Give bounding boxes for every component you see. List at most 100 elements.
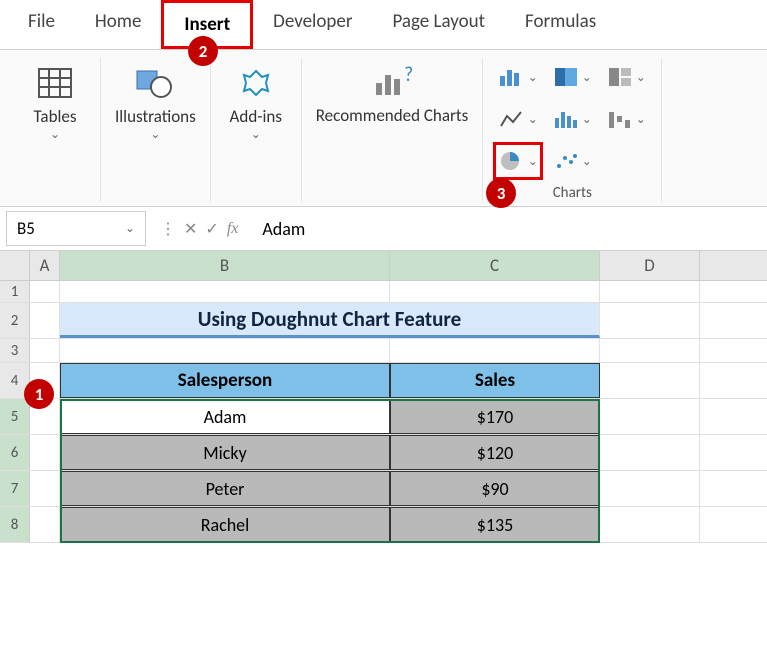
- column-headers: A B C D: [0, 251, 767, 281]
- tables-label: Tables: [33, 106, 76, 127]
- cell-D2[interactable]: [600, 303, 700, 338]
- name-box-value: B5: [17, 218, 35, 239]
- addins-label: Add-ins: [230, 106, 282, 127]
- waterfall-chart-button[interactable]: ⌄: [601, 100, 651, 138]
- recommended-charts-label: Recommended Charts: [316, 106, 469, 126]
- cell-D6[interactable]: [600, 435, 700, 470]
- map-chart-button[interactable]: ⌄: [547, 58, 597, 96]
- row-header-3[interactable]: 3: [0, 339, 30, 362]
- cell-B7[interactable]: Peter: [60, 471, 390, 506]
- statistic-chart-button[interactable]: ⌄: [547, 100, 597, 138]
- row-header-5[interactable]: 5: [0, 399, 30, 434]
- cell-B3[interactable]: [60, 339, 390, 362]
- charts-spacer: [601, 142, 651, 180]
- step-badge-2: 2: [188, 36, 218, 66]
- col-header-C[interactable]: C: [390, 251, 600, 280]
- formula-bar-icons: ⋮ ✕ ✓ fx: [160, 219, 238, 239]
- illustrations-icon: [135, 64, 175, 102]
- cell-B8[interactable]: Rachel: [60, 507, 390, 542]
- cell-C3[interactable]: [390, 339, 600, 362]
- column-chart-button[interactable]: ⌄: [493, 58, 543, 96]
- tables-button[interactable]: Tables ⌄: [20, 58, 90, 148]
- col-header-B[interactable]: B: [60, 251, 390, 280]
- cell-B5[interactable]: Adam: [60, 399, 390, 434]
- col-header-A[interactable]: A: [30, 251, 60, 280]
- fb-sep-icon: ⋮: [160, 219, 176, 239]
- cell-A6[interactable]: [30, 435, 60, 470]
- sheet-body: 1 2 Using Doughnut Chart Feature 3 4 Sal…: [0, 281, 767, 543]
- group-recommended: ? Recommended Charts: [302, 58, 484, 202]
- tab-file[interactable]: File: [8, 0, 75, 49]
- tab-developer[interactable]: Developer: [253, 0, 372, 49]
- charts-grid: ⌄ ⌄ ⌄ ⌄ ⌄ ⌄ ⌄ ⌄: [493, 58, 651, 180]
- cell-C7[interactable]: $90: [390, 471, 600, 506]
- tab-home[interactable]: Home: [75, 0, 162, 49]
- pie-chart-button[interactable]: ⌄: [493, 142, 543, 180]
- addins-button[interactable]: Add-ins ⌄: [221, 58, 291, 148]
- header-sales[interactable]: Sales: [390, 363, 600, 398]
- cell-C5[interactable]: $170: [390, 399, 600, 434]
- chevron-down-icon: ⌄: [50, 127, 60, 142]
- cell-A1[interactable]: [30, 281, 60, 302]
- illustrations-button[interactable]: Illustrations ⌄: [111, 58, 200, 148]
- row-6: 6 Micky $120: [0, 435, 767, 471]
- recommended-charts-button[interactable]: ? Recommended Charts: [312, 58, 473, 132]
- group-illustrations: Illustrations ⌄: [101, 58, 211, 202]
- chevron-down-icon: ⌄: [251, 127, 261, 142]
- row-3: 3: [0, 339, 767, 363]
- row-header-8[interactable]: 8: [0, 507, 30, 542]
- cancel-icon[interactable]: ✕: [184, 219, 197, 239]
- row-2: 2 Using Doughnut Chart Feature: [0, 303, 767, 339]
- formula-bar-value[interactable]: Adam: [252, 218, 305, 240]
- row-header-2[interactable]: 2: [0, 303, 30, 338]
- cell-A3[interactable]: [30, 339, 60, 362]
- group-addins: Add-ins ⌄: [211, 58, 302, 202]
- ribbon-tabs: File Home Insert Developer Page Layout F…: [0, 0, 767, 50]
- col-header-D[interactable]: D: [600, 251, 700, 280]
- group-tables: Tables ⌄: [10, 58, 101, 202]
- cell-A7[interactable]: [30, 471, 60, 506]
- illustrations-label: Illustrations: [115, 106, 196, 127]
- row-7: 7 Peter $90: [0, 471, 767, 507]
- recommended-charts-icon: ?: [370, 64, 414, 102]
- cell-C8[interactable]: $135: [390, 507, 600, 542]
- step-badge-1: 1: [24, 379, 54, 409]
- row-header-7[interactable]: 7: [0, 471, 30, 506]
- formula-bar: B5 ⌄ ⋮ ✕ ✓ fx Adam: [0, 207, 767, 251]
- tab-page-layout[interactable]: Page Layout: [373, 0, 506, 49]
- cell-C6[interactable]: $120: [390, 435, 600, 470]
- charts-group-label: Charts: [493, 184, 651, 202]
- cell-B6[interactable]: Micky: [60, 435, 390, 470]
- cell-D4[interactable]: [600, 363, 700, 398]
- header-salesperson[interactable]: Salesperson: [60, 363, 390, 398]
- chevron-down-icon: ⌄: [125, 221, 135, 236]
- tab-formulas[interactable]: Formulas: [505, 0, 616, 49]
- cell-D3[interactable]: [600, 339, 700, 362]
- cell-D7[interactable]: [600, 471, 700, 506]
- cell-A8[interactable]: [30, 507, 60, 542]
- tables-icon: [38, 64, 72, 102]
- title-merged-cell[interactable]: Using Doughnut Chart Feature: [60, 303, 600, 338]
- line-chart-button[interactable]: ⌄: [493, 100, 543, 138]
- cell-D8[interactable]: [600, 507, 700, 542]
- row-1: 1: [0, 281, 767, 303]
- chevron-down-icon: ⌄: [150, 127, 160, 142]
- select-all-corner[interactable]: [0, 251, 30, 280]
- row-header-1[interactable]: 1: [0, 281, 30, 302]
- svg-text:?: ?: [404, 65, 413, 87]
- cell-D1[interactable]: [600, 281, 700, 302]
- step-badge-3: 3: [486, 178, 516, 208]
- cell-A2[interactable]: [30, 303, 60, 338]
- cell-B1[interactable]: [60, 281, 390, 302]
- enter-icon[interactable]: ✓: [205, 219, 218, 239]
- hierarchy-chart-button[interactable]: ⌄: [601, 58, 651, 96]
- row-4: 4 Salesperson Sales: [0, 363, 767, 399]
- row-header-6[interactable]: 6: [0, 435, 30, 470]
- cell-C1[interactable]: [390, 281, 600, 302]
- ribbon-body: Tables ⌄ Illustrations ⌄ Add-ins ⌄ ? Rec…: [0, 50, 767, 207]
- name-box[interactable]: B5 ⌄: [6, 211, 146, 246]
- addins-icon: [240, 64, 272, 102]
- fx-icon[interactable]: fx: [227, 220, 239, 238]
- scatter-chart-button[interactable]: ⌄: [547, 142, 597, 180]
- cell-D5[interactable]: [600, 399, 700, 434]
